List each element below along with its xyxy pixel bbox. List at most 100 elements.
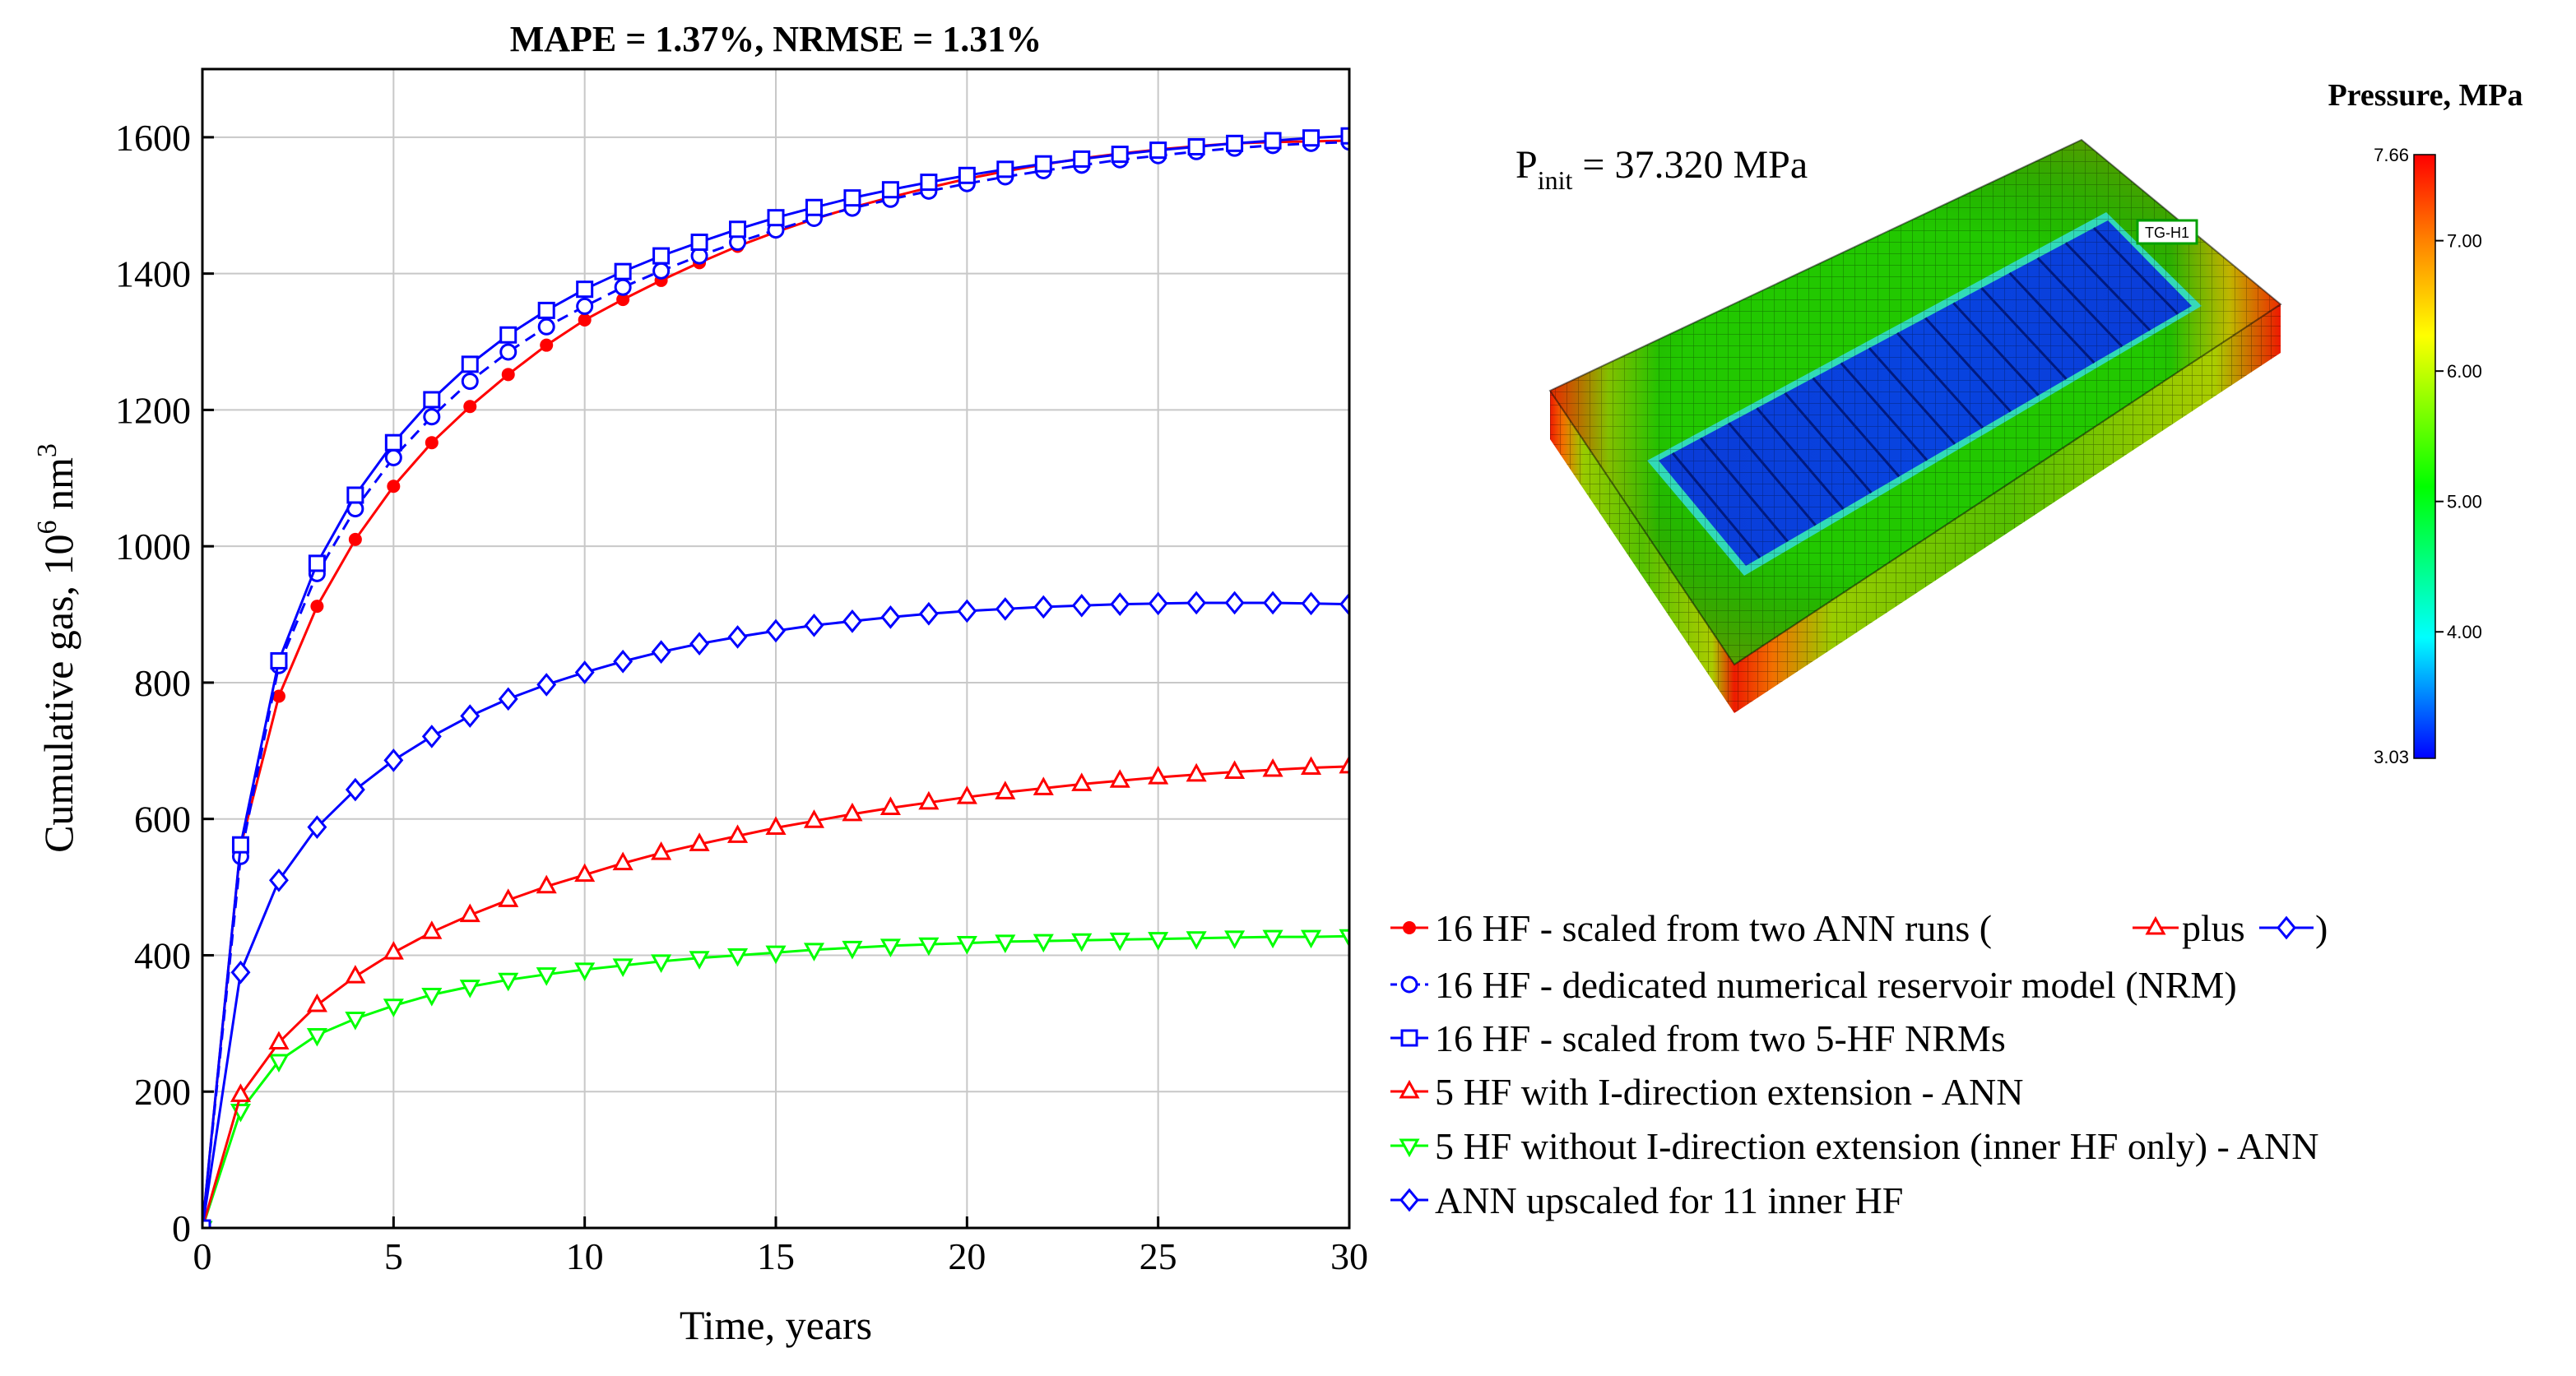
marker-square bbox=[1187, 137, 1205, 155]
colorbar-gradient bbox=[2413, 154, 2436, 759]
marker-circle bbox=[499, 343, 518, 361]
legend-label: 5 HF without I-direction extension (inne… bbox=[1435, 1125, 2318, 1167]
legend-label: 5 HF with I-direction extension - ANN bbox=[1435, 1071, 2023, 1113]
marker-square bbox=[1340, 127, 1349, 145]
marker-triangle-down bbox=[842, 940, 863, 960]
marker-triangle-down bbox=[956, 936, 977, 955]
series-2 bbox=[202, 127, 1349, 1228]
marker-dot bbox=[272, 689, 285, 703]
x-tick-label: 5 bbox=[384, 1235, 403, 1277]
axis-ticks: 0 5 10 15 20 25 30 0 200 400 600 800 1000 1200 1400 160… bbox=[115, 117, 1368, 1277]
marker-diamond bbox=[651, 640, 671, 664]
y-tick-label: 400 bbox=[134, 934, 191, 976]
marker-diamond bbox=[766, 619, 786, 643]
legend-entry-no-extension: 5 HF without I-direction extension (inne… bbox=[1390, 1125, 2318, 1167]
legend-marker-dot-icon bbox=[1403, 921, 1416, 934]
legend-label-text: 16 HF - scaled from two ANN runs ( bbox=[1435, 907, 1992, 949]
marker-dot bbox=[501, 368, 515, 382]
x-axis-label: Time, years bbox=[680, 1302, 872, 1348]
y-axis-label-unit-exponent: 3 bbox=[32, 443, 63, 457]
marker-dot bbox=[463, 400, 477, 414]
marker-dot bbox=[540, 338, 554, 352]
legend-label: 16 HF - scaled from two 5-HF NRMs bbox=[1435, 1017, 2006, 1059]
y-axis-label-main: Cumulative gas, 10 bbox=[35, 534, 81, 852]
fracture-line bbox=[1700, 437, 1789, 543]
marker-triangle-up bbox=[268, 1031, 290, 1050]
marker-diamond bbox=[1186, 591, 1207, 615]
legend-entry-5hf-nrms: 16 HF - scaled from two 5-HF NRMs bbox=[1390, 1017, 2006, 1059]
fracture-line bbox=[1728, 422, 1817, 526]
pinit-symbol: P bbox=[1515, 143, 1538, 187]
marker-square bbox=[1073, 150, 1091, 168]
x-tick-label: 0 bbox=[193, 1235, 212, 1277]
legend-marker-triangle-down-icon bbox=[1399, 1138, 1420, 1158]
marker-triangle-up bbox=[956, 785, 977, 804]
y-tick-label: 1400 bbox=[115, 253, 191, 295]
x-tick-label: 15 bbox=[757, 1235, 795, 1277]
marker-triangle-up bbox=[1148, 766, 1169, 785]
marker-dot bbox=[578, 313, 592, 327]
y-tick-label: 1000 bbox=[115, 526, 191, 568]
marker-diamond bbox=[804, 613, 824, 637]
fracture-line bbox=[2008, 271, 2096, 364]
colorbar-min-label: 3.03 bbox=[2374, 747, 2409, 767]
marker-triangle-up bbox=[726, 824, 749, 843]
marker-triangle-up bbox=[765, 816, 787, 835]
marker-triangle-up bbox=[536, 874, 557, 894]
marker-square bbox=[729, 220, 747, 239]
marker-triangle-down bbox=[689, 951, 710, 970]
marker-square bbox=[202, 1219, 211, 1228]
pinit-value: = 37.320 MPa bbox=[1572, 143, 1808, 187]
y-axis-label-exponent: 6 bbox=[32, 520, 63, 534]
marker-diamond bbox=[268, 868, 289, 892]
marker-square bbox=[499, 326, 518, 344]
fracture-line bbox=[1784, 391, 1873, 494]
x-tick-label: 25 bbox=[1139, 1235, 1177, 1277]
marker-triangle-up bbox=[498, 888, 519, 907]
y-tick-label: 1200 bbox=[115, 389, 191, 431]
marker-triangle-down bbox=[765, 945, 787, 965]
marker-triangle-up bbox=[1186, 762, 1207, 782]
marker-circle bbox=[614, 278, 632, 296]
marker-circle bbox=[384, 448, 402, 466]
colorbar-tick-label: 4.00 bbox=[2447, 622, 2482, 642]
marker-triangle-up bbox=[1339, 754, 1349, 774]
fracture-line bbox=[1868, 347, 1956, 445]
marker-triangle-up bbox=[230, 1083, 252, 1102]
marker-diamond bbox=[460, 704, 480, 728]
marker-triangle-down bbox=[1300, 929, 1322, 949]
marker-dot bbox=[348, 532, 362, 546]
chart-legend: 16 HF - scaled from two ANN runs ( plus … bbox=[1390, 907, 2328, 1221]
marker-diamond bbox=[727, 625, 748, 649]
marker-square bbox=[767, 209, 785, 227]
marker-diamond bbox=[880, 605, 901, 629]
marker-diamond bbox=[498, 687, 518, 711]
marker-square bbox=[958, 166, 976, 184]
marker-triangle-down bbox=[1071, 933, 1093, 952]
grid-lines bbox=[202, 69, 1349, 1228]
marker-diamond bbox=[1148, 591, 1168, 616]
marker-square bbox=[652, 247, 671, 265]
chart-panel: MAPE = 1.37%, NRMSE = 1.31% 0 5 10 15 20 25 30… bbox=[32, 19, 1368, 1348]
legend-marker-triangle-up-icon bbox=[1399, 1079, 1420, 1099]
marker-diamond bbox=[1263, 591, 1283, 615]
marker-square bbox=[805, 198, 823, 216]
marker-square bbox=[423, 391, 441, 409]
colorbar-tick-label: 5.00 bbox=[2447, 492, 2482, 512]
series-layer bbox=[202, 127, 1349, 1228]
marker-triangle-down bbox=[880, 938, 901, 957]
marker-square bbox=[881, 181, 899, 199]
marker-square bbox=[996, 160, 1014, 178]
marker-square bbox=[231, 836, 249, 854]
fracture-line bbox=[1812, 377, 1901, 478]
marker-triangle-down bbox=[1339, 929, 1349, 948]
marker-triangle-down bbox=[803, 943, 825, 961]
marker-diamond bbox=[918, 601, 939, 626]
marker-square bbox=[308, 554, 326, 572]
marker-diamond bbox=[1339, 592, 1349, 616]
marker-circle bbox=[537, 317, 555, 336]
marker-diamond bbox=[689, 632, 710, 656]
marker-triangle-down bbox=[612, 958, 634, 977]
colorbar-tick-label: 6.00 bbox=[2447, 361, 2482, 382]
